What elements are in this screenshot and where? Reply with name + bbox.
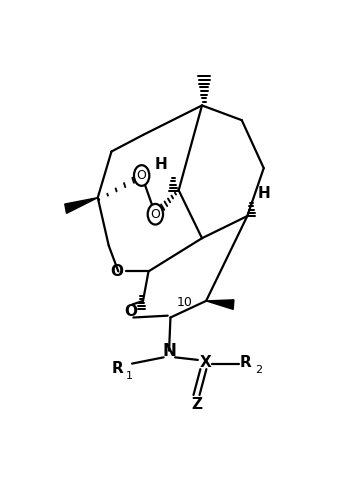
Text: N: N (162, 342, 176, 360)
Circle shape (134, 165, 149, 186)
Text: O: O (137, 169, 147, 182)
Text: 2: 2 (255, 365, 262, 375)
Polygon shape (206, 300, 234, 309)
Text: O: O (110, 264, 124, 279)
Circle shape (148, 204, 163, 225)
Text: O: O (150, 208, 160, 221)
Text: X: X (200, 355, 211, 370)
Text: Z: Z (191, 397, 202, 411)
Text: 10: 10 (176, 296, 192, 309)
Text: H: H (257, 186, 270, 202)
Polygon shape (65, 198, 98, 213)
Text: O: O (124, 305, 137, 319)
Text: 1: 1 (126, 371, 133, 381)
Text: R: R (112, 361, 124, 376)
Text: R: R (240, 355, 252, 370)
Text: H: H (154, 157, 167, 172)
